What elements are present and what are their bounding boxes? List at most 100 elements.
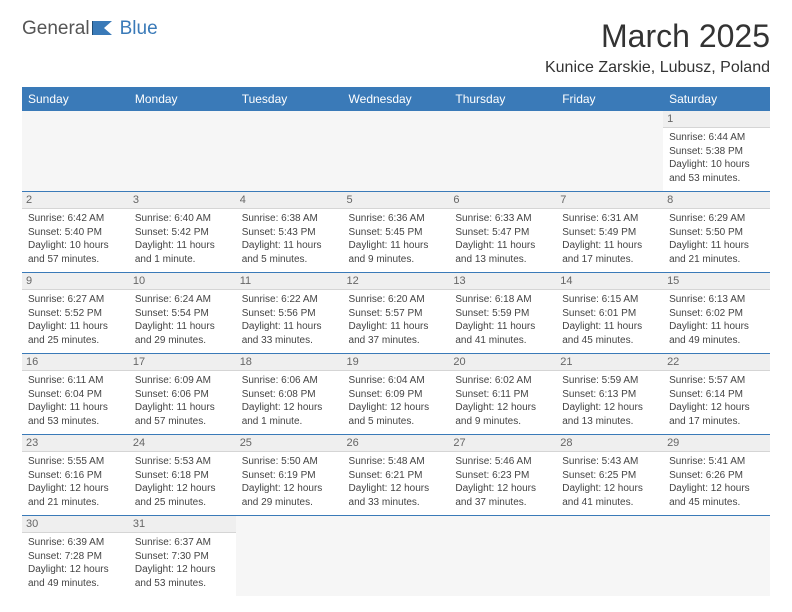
day-number: 11: [236, 273, 343, 290]
day-number: 8: [663, 192, 770, 209]
calendar-cell: [22, 111, 129, 192]
day-number: 21: [556, 354, 663, 371]
sunset-text: Sunset: 5:47 PM: [455, 226, 550, 240]
calendar-cell: [129, 111, 236, 192]
calendar-cell: 11Sunrise: 6:22 AMSunset: 5:56 PMDayligh…: [236, 273, 343, 354]
weekday-header: Monday: [129, 87, 236, 111]
daylight-text: Daylight: 10 hours: [28, 239, 123, 253]
daylight-text: Daylight: 11 hours: [242, 239, 337, 253]
day-number: 22: [663, 354, 770, 371]
daylight-text: and 53 minutes.: [135, 577, 230, 591]
sunset-text: Sunset: 5:42 PM: [135, 226, 230, 240]
daylight-text: and 33 minutes.: [242, 334, 337, 348]
weekday-header: Thursday: [449, 87, 556, 111]
daylight-text: Daylight: 11 hours: [562, 320, 657, 334]
sunrise-text: Sunrise: 6:44 AM: [669, 131, 764, 145]
sunrise-text: Sunrise: 6:27 AM: [28, 293, 123, 307]
sunset-text: Sunset: 6:06 PM: [135, 388, 230, 402]
calendar-cell: 22Sunrise: 5:57 AMSunset: 6:14 PMDayligh…: [663, 354, 770, 435]
sunset-text: Sunset: 5:50 PM: [669, 226, 764, 240]
daylight-text: and 33 minutes.: [349, 496, 444, 510]
calendar-cell: 30Sunrise: 6:39 AMSunset: 7:28 PMDayligh…: [22, 516, 129, 597]
sunrise-text: Sunrise: 6:04 AM: [349, 374, 444, 388]
daylight-text: and 53 minutes.: [28, 415, 123, 429]
sunrise-text: Sunrise: 6:15 AM: [562, 293, 657, 307]
daylight-text: and 17 minutes.: [562, 253, 657, 267]
sunrise-text: Sunrise: 6:39 AM: [28, 536, 123, 550]
calendar-row: 23Sunrise: 5:55 AMSunset: 6:16 PMDayligh…: [22, 435, 770, 516]
sunset-text: Sunset: 5:45 PM: [349, 226, 444, 240]
day-number: 27: [449, 435, 556, 452]
calendar-cell: 27Sunrise: 5:46 AMSunset: 6:23 PMDayligh…: [449, 435, 556, 516]
daylight-text: Daylight: 12 hours: [135, 482, 230, 496]
daylight-text: Daylight: 11 hours: [562, 239, 657, 253]
day-number: 31: [129, 516, 236, 533]
day-number: 29: [663, 435, 770, 452]
day-number: 6: [449, 192, 556, 209]
calendar-body: 1Sunrise: 6:44 AMSunset: 5:38 PMDaylight…: [22, 111, 770, 596]
daylight-text: Daylight: 12 hours: [28, 482, 123, 496]
sunset-text: Sunset: 5:49 PM: [562, 226, 657, 240]
day-number: 10: [129, 273, 236, 290]
calendar-cell: 31Sunrise: 6:37 AMSunset: 7:30 PMDayligh…: [129, 516, 236, 597]
calendar-row: 1Sunrise: 6:44 AMSunset: 5:38 PMDaylight…: [22, 111, 770, 192]
weekday-header: Friday: [556, 87, 663, 111]
calendar-cell: 5Sunrise: 6:36 AMSunset: 5:45 PMDaylight…: [343, 192, 450, 273]
calendar-cell: 14Sunrise: 6:15 AMSunset: 6:01 PMDayligh…: [556, 273, 663, 354]
month-title: March 2025: [545, 18, 770, 55]
day-number: 9: [22, 273, 129, 290]
calendar-cell: 12Sunrise: 6:20 AMSunset: 5:57 PMDayligh…: [343, 273, 450, 354]
sunrise-text: Sunrise: 6:06 AM: [242, 374, 337, 388]
daylight-text: and 53 minutes.: [669, 172, 764, 186]
sunrise-text: Sunrise: 6:38 AM: [242, 212, 337, 226]
calendar-cell: 24Sunrise: 5:53 AMSunset: 6:18 PMDayligh…: [129, 435, 236, 516]
sunset-text: Sunset: 5:40 PM: [28, 226, 123, 240]
sunrise-text: Sunrise: 6:33 AM: [455, 212, 550, 226]
calendar-row: 2Sunrise: 6:42 AMSunset: 5:40 PMDaylight…: [22, 192, 770, 273]
daylight-text: Daylight: 11 hours: [28, 320, 123, 334]
calendar-cell: [556, 111, 663, 192]
sunset-text: Sunset: 6:04 PM: [28, 388, 123, 402]
daylight-text: Daylight: 12 hours: [562, 482, 657, 496]
daylight-text: and 37 minutes.: [349, 334, 444, 348]
daylight-text: and 49 minutes.: [28, 577, 123, 591]
sunrise-text: Sunrise: 6:13 AM: [669, 293, 764, 307]
daylight-text: and 9 minutes.: [455, 415, 550, 429]
sunset-text: Sunset: 6:16 PM: [28, 469, 123, 483]
calendar-cell: 7Sunrise: 6:31 AMSunset: 5:49 PMDaylight…: [556, 192, 663, 273]
sunrise-text: Sunrise: 6:09 AM: [135, 374, 230, 388]
calendar-cell: 2Sunrise: 6:42 AMSunset: 5:40 PMDaylight…: [22, 192, 129, 273]
sunset-text: Sunset: 6:18 PM: [135, 469, 230, 483]
daylight-text: and 29 minutes.: [135, 334, 230, 348]
calendar-cell: 10Sunrise: 6:24 AMSunset: 5:54 PMDayligh…: [129, 273, 236, 354]
daylight-text: and 29 minutes.: [242, 496, 337, 510]
sunrise-text: Sunrise: 5:55 AM: [28, 455, 123, 469]
daylight-text: and 41 minutes.: [455, 334, 550, 348]
daylight-text: Daylight: 11 hours: [28, 401, 123, 415]
sunset-text: Sunset: 6:23 PM: [455, 469, 550, 483]
sunset-text: Sunset: 6:11 PM: [455, 388, 550, 402]
sunrise-text: Sunrise: 5:46 AM: [455, 455, 550, 469]
day-number: 5: [343, 192, 450, 209]
daylight-text: Daylight: 11 hours: [349, 320, 444, 334]
daylight-text: Daylight: 12 hours: [28, 563, 123, 577]
calendar-cell: 28Sunrise: 5:43 AMSunset: 6:25 PMDayligh…: [556, 435, 663, 516]
day-number: 20: [449, 354, 556, 371]
sunset-text: Sunset: 6:21 PM: [349, 469, 444, 483]
daylight-text: Daylight: 11 hours: [669, 239, 764, 253]
weekday-header: Wednesday: [343, 87, 450, 111]
daylight-text: Daylight: 11 hours: [135, 401, 230, 415]
sunset-text: Sunset: 5:54 PM: [135, 307, 230, 321]
sunrise-text: Sunrise: 6:18 AM: [455, 293, 550, 307]
calendar-table: Sunday Monday Tuesday Wednesday Thursday…: [22, 87, 770, 596]
sunset-text: Sunset: 6:02 PM: [669, 307, 764, 321]
weekday-row: Sunday Monday Tuesday Wednesday Thursday…: [22, 87, 770, 111]
daylight-text: and 9 minutes.: [349, 253, 444, 267]
daylight-text: Daylight: 11 hours: [135, 239, 230, 253]
daylight-text: Daylight: 11 hours: [242, 320, 337, 334]
calendar-cell: 16Sunrise: 6:11 AMSunset: 6:04 PMDayligh…: [22, 354, 129, 435]
calendar-cell: [556, 516, 663, 597]
calendar-cell: 21Sunrise: 5:59 AMSunset: 6:13 PMDayligh…: [556, 354, 663, 435]
daylight-text: and 49 minutes.: [669, 334, 764, 348]
sunrise-text: Sunrise: 6:24 AM: [135, 293, 230, 307]
